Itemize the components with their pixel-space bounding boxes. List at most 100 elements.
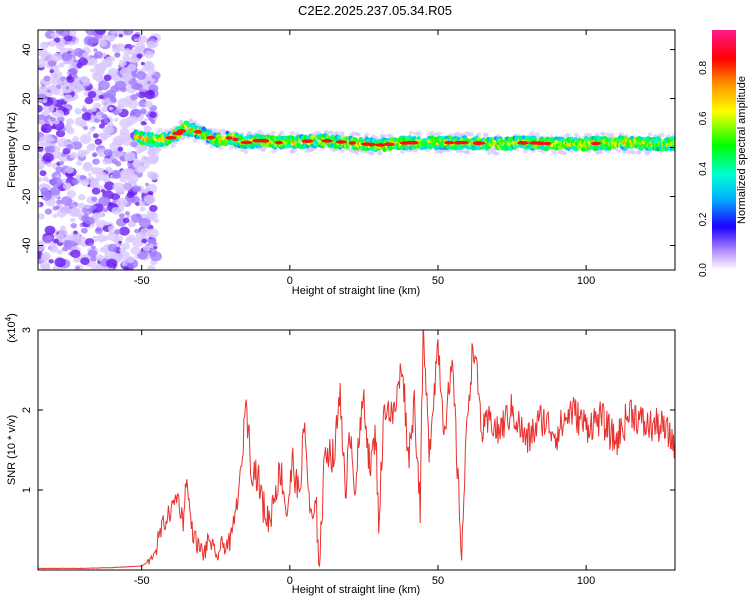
halo-blob — [243, 150, 249, 155]
noise-blob — [69, 218, 76, 223]
noise-blob — [139, 206, 146, 212]
noise-blob — [38, 119, 46, 126]
noise-blob — [74, 108, 82, 115]
noise-blob — [90, 178, 99, 186]
halo-blob — [331, 148, 337, 153]
noise-blob — [148, 190, 154, 196]
noise-blob — [136, 79, 143, 84]
noise-blob — [114, 229, 121, 235]
noise-blob — [44, 225, 56, 235]
chart-title: C2E2.2025.237.05.34.R05 — [298, 3, 452, 18]
noise-blob — [111, 30, 117, 35]
spectrogram-y-label: Frequency (Hz) — [6, 112, 18, 188]
halo-blob — [427, 132, 433, 137]
ridge-peak — [301, 139, 314, 143]
noise-blob — [84, 96, 94, 105]
halo-blob — [212, 128, 218, 133]
noise-blob — [67, 47, 73, 52]
snr-multiplier: (x104) — [4, 313, 18, 343]
noise-blob — [112, 182, 124, 192]
noise-blob — [106, 159, 113, 165]
halo-blob — [379, 133, 385, 138]
noise-blob — [146, 40, 156, 49]
halo-blob — [289, 148, 295, 153]
snr-x-tick-label: 0 — [287, 575, 293, 587]
noise-blob — [113, 238, 120, 244]
noise-blob — [132, 159, 142, 167]
noise-blob — [112, 44, 118, 49]
snr-x-tick-label: 100 — [577, 575, 595, 587]
noise-blob — [72, 136, 80, 142]
noise-blob — [126, 256, 135, 264]
noise-blob — [38, 104, 43, 113]
noise-blob — [147, 265, 156, 270]
ridge-blob — [580, 147, 586, 152]
noise-blob — [98, 185, 103, 190]
noise-blob — [121, 72, 133, 82]
noise-blob — [49, 245, 59, 253]
noise-blob — [75, 236, 87, 246]
noise-blob — [107, 243, 118, 252]
noise-blob — [39, 63, 44, 68]
noise-blob — [70, 222, 77, 229]
colorbar-tick-label: 0.4 — [698, 162, 709, 176]
noise-blob — [58, 80, 64, 86]
spectrogram-y-tick-label: -40 — [21, 238, 33, 254]
noise-blob — [79, 175, 86, 180]
halo-blob — [349, 148, 355, 153]
halo-blob — [672, 133, 675, 138]
noise-blob — [90, 114, 96, 120]
ridge-peak — [225, 136, 233, 140]
noise-blob — [50, 177, 63, 188]
snr-multiplier-exponent: 4 — [4, 316, 13, 321]
noise-blob — [91, 196, 98, 202]
noise-blob — [66, 76, 75, 83]
halo-blob — [657, 132, 663, 137]
ridge-peak — [374, 143, 386, 147]
snr-frame — [37, 329, 676, 571]
snr-x-tick-label: -50 — [134, 575, 150, 587]
noise-blob — [111, 170, 122, 179]
noise-blob — [148, 171, 159, 181]
noise-blob — [65, 123, 71, 128]
spectrogram-x-tick-label: 0 — [287, 275, 293, 287]
snr-ticks: -50 0 50 100 1 2 3 — [21, 327, 675, 587]
noise-blob — [144, 194, 156, 205]
noise-blob — [124, 211, 130, 216]
halo-blob — [468, 132, 474, 137]
spectrogram-panel: -50 0 50 100 -40 -20 0 20 40 Height of straight … — [6, 29, 676, 297]
noise-blob — [134, 228, 140, 234]
noise-blob — [58, 30, 70, 37]
noise-blob — [48, 259, 54, 264]
noise-blob — [73, 256, 81, 263]
ridge-blob — [234, 132, 239, 137]
noise-blob — [85, 204, 91, 209]
noise-blob — [130, 94, 138, 101]
noise-blob — [39, 170, 47, 177]
snr-x-label: Height of straight line (km) — [292, 584, 420, 596]
halo-blob — [558, 150, 564, 155]
ridge-blob — [238, 135, 244, 141]
spectrogram-heatmap — [38, 30, 675, 270]
noise-blob — [98, 123, 105, 129]
halo-blob — [618, 132, 624, 137]
noise-blob — [80, 257, 90, 266]
noise-blob — [112, 135, 125, 146]
halo-blob — [178, 119, 184, 124]
noise-blob — [90, 256, 97, 262]
colorbar-scale — [712, 30, 736, 270]
halo-blob — [487, 151, 493, 156]
ridge-peak — [517, 141, 529, 145]
noise-blob — [105, 168, 110, 172]
halo-blob — [239, 148, 245, 153]
noise-blob — [130, 246, 141, 255]
noise-blob — [130, 196, 141, 204]
halo-blob — [416, 132, 422, 137]
halo-blob — [170, 143, 176, 148]
noise-blob — [127, 99, 139, 109]
noise-blob — [147, 154, 160, 164]
noise-blob — [149, 111, 158, 119]
noise-blob — [87, 249, 98, 258]
noise-blob — [81, 215, 90, 222]
noise-blob — [83, 161, 91, 168]
